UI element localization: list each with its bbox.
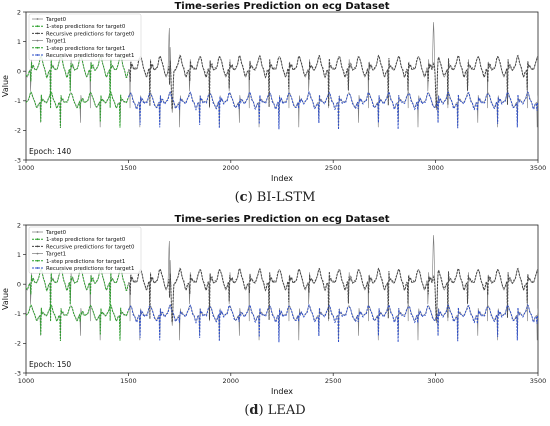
- legend-entry: Target1: [45, 252, 66, 258]
- plot-frame: [25, 11, 539, 161]
- legend-marker: [36, 54, 39, 56]
- y-tick-label: -1: [15, 310, 21, 318]
- legend-entry: Target0: [45, 17, 67, 23]
- legend-marker: [36, 245, 39, 248]
- y-tick-label: 2: [17, 8, 21, 16]
- series-recursive-target0: [128, 54, 538, 110]
- series-one-step-target1: [26, 304, 129, 342]
- chart-c: Time-series Prediction on ecg Dataset 100…: [1, 1, 547, 183]
- x-tick-label: 3500: [530, 164, 547, 172]
- caption-c-text: ) BI-LSTM: [247, 190, 316, 205]
- caption-d-text: ) LEAD: [258, 403, 306, 418]
- y-axis-label: Value: [1, 288, 10, 310]
- legend-marker: [36, 32, 39, 35]
- legend-entry: Target1: [45, 39, 66, 45]
- legend-entry: Recursive predictions for target1: [46, 266, 134, 272]
- x-tick-label: 3000: [427, 164, 444, 172]
- x-tick-label: 2000: [223, 164, 240, 172]
- y-tick-label: -1: [15, 97, 21, 105]
- legend-entry: Target0: [45, 230, 67, 236]
- chart-panel-c: Time-series Prediction on ecg Dataset 100…: [0, 1, 550, 205]
- legend-entry: Recursive predictions for target0: [46, 244, 135, 250]
- caption-d: (d) LEAD: [0, 403, 550, 418]
- x-tick-label: 1000: [18, 164, 35, 172]
- series-one-step-target0: [26, 267, 129, 322]
- caption-d-prefix: (: [244, 403, 250, 418]
- y-tick-label: -3: [15, 156, 21, 164]
- x-axis-label: Index: [271, 174, 293, 183]
- series-target1: [26, 92, 538, 128]
- legend-marker: [36, 25, 39, 28]
- caption-c: (c) BI-LSTM: [0, 190, 550, 205]
- legend-box: [28, 226, 142, 274]
- legend-entry: 1-step predictions for target0: [46, 237, 126, 243]
- y-tick-label: -2: [15, 340, 21, 348]
- legend-entry: Recursive predictions for target0: [46, 31, 135, 37]
- chart-title: Time-series Prediction on ecg Dataset: [174, 214, 389, 225]
- series-recursive-target0: [128, 267, 538, 323]
- series-recursive-target1: [127, 90, 538, 130]
- series-one-step-target1: [26, 91, 129, 129]
- y-axis-label: Value: [1, 75, 10, 97]
- caption-d-letter: d: [249, 403, 259, 418]
- y-tick-label: 0: [17, 281, 21, 289]
- legend-marker: [36, 46, 39, 49]
- x-tick-label: 3500: [530, 377, 547, 385]
- chart-panel-d: Time-series Prediction on ecg Dataset 100…: [0, 213, 550, 426]
- plot-area: [26, 22, 538, 130]
- legend-marker: [36, 267, 39, 269]
- x-tick-label: 2500: [325, 164, 342, 172]
- legend-marker: [36, 39, 39, 42]
- x-tick-label: 1500: [120, 377, 137, 385]
- y-tick-label: -2: [15, 127, 21, 135]
- x-tick-label: 2000: [223, 377, 240, 385]
- series-one-step-target0: [26, 54, 129, 109]
- y-tick-label: -3: [15, 369, 21, 377]
- y-tick-label: 0: [17, 68, 21, 76]
- epoch-label: Epoch: 150: [29, 360, 71, 369]
- legend-entry: 1-step predictions for target1: [46, 259, 125, 265]
- series-target1: [26, 305, 538, 341]
- y-tick-label: 2: [17, 221, 21, 229]
- caption-c-letter: c: [239, 190, 248, 205]
- chart-d: Time-series Prediction on ecg Dataset 100…: [1, 214, 547, 396]
- epoch-label: Epoch: 140: [29, 147, 71, 156]
- x-tick-label: 1500: [120, 164, 137, 172]
- series-recursive-target1: [127, 303, 538, 343]
- x-tick-label: 3000: [427, 377, 444, 385]
- caption-c-prefix: (: [234, 190, 240, 205]
- x-tick-label: 2500: [325, 377, 342, 385]
- legend-marker: [36, 238, 39, 241]
- legend-box: [28, 13, 142, 61]
- plot-area: [26, 235, 538, 343]
- legend-entry: 1-step predictions for target0: [46, 24, 126, 30]
- plot-frame: [25, 224, 539, 374]
- legend-marker: [36, 259, 39, 262]
- y-tick-label: 1: [17, 38, 21, 46]
- y-tick-label: 1: [17, 251, 21, 259]
- legend-marker: [36, 231, 39, 233]
- legend-entry: Recursive predictions for target1: [46, 53, 134, 59]
- x-axis-label: Index: [271, 387, 293, 396]
- legend-entry: 1-step predictions for target1: [46, 46, 125, 52]
- chart-title: Time-series Prediction on ecg Dataset: [174, 1, 389, 12]
- x-tick-label: 1000: [18, 377, 35, 385]
- legend-marker: [36, 18, 39, 20]
- legend-marker: [36, 252, 39, 255]
